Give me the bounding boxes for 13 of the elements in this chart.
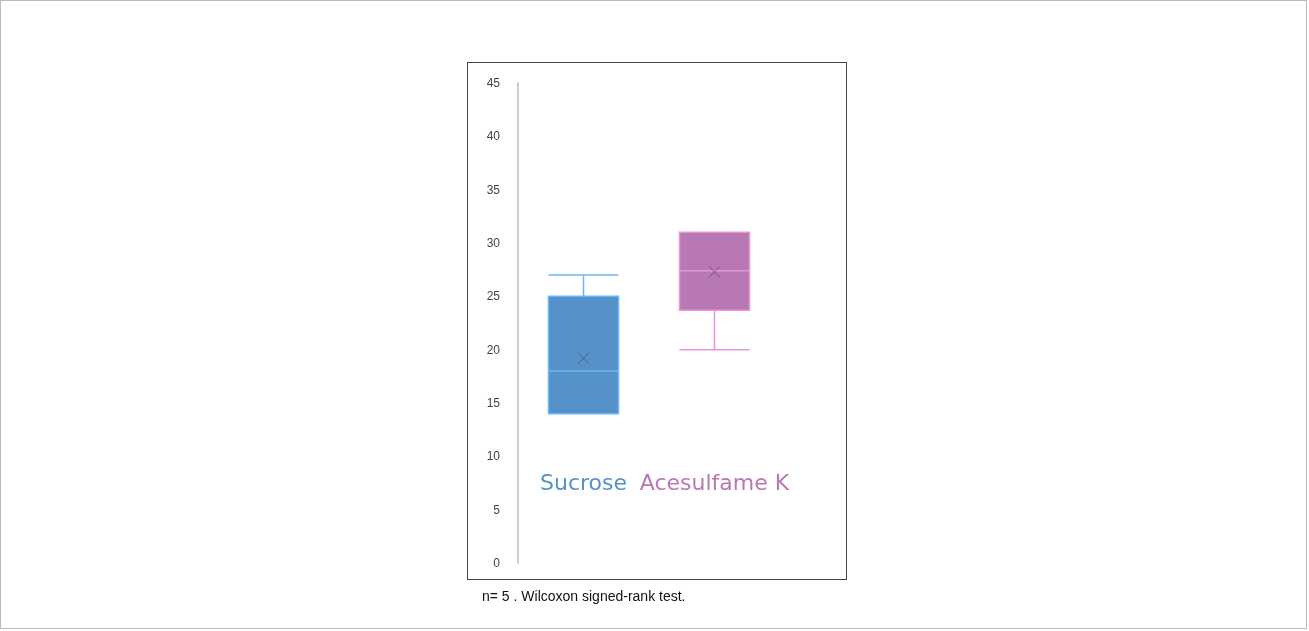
y-tick-label: 20 — [486, 342, 501, 357]
y-tick-label: 5 — [493, 502, 501, 517]
y-tick-label: 10 — [486, 449, 501, 464]
x-tick-label: Acesulfame K — [639, 469, 790, 495]
x-tick-label: Sucrose — [539, 469, 628, 495]
text: n= 5 . Wilcoxon signed-rank test. — [482, 588, 686, 604]
y-tick-label: 15 — [486, 396, 501, 410]
y-tick-label: 45 — [486, 76, 501, 90]
y-tick-label: 35 — [486, 182, 501, 197]
y-tick-label: 30 — [486, 236, 501, 250]
y-tick-label: 25 — [486, 289, 501, 304]
y-tick-label: 40 — [486, 129, 501, 144]
y-tick-label: 0 — [493, 556, 501, 570]
